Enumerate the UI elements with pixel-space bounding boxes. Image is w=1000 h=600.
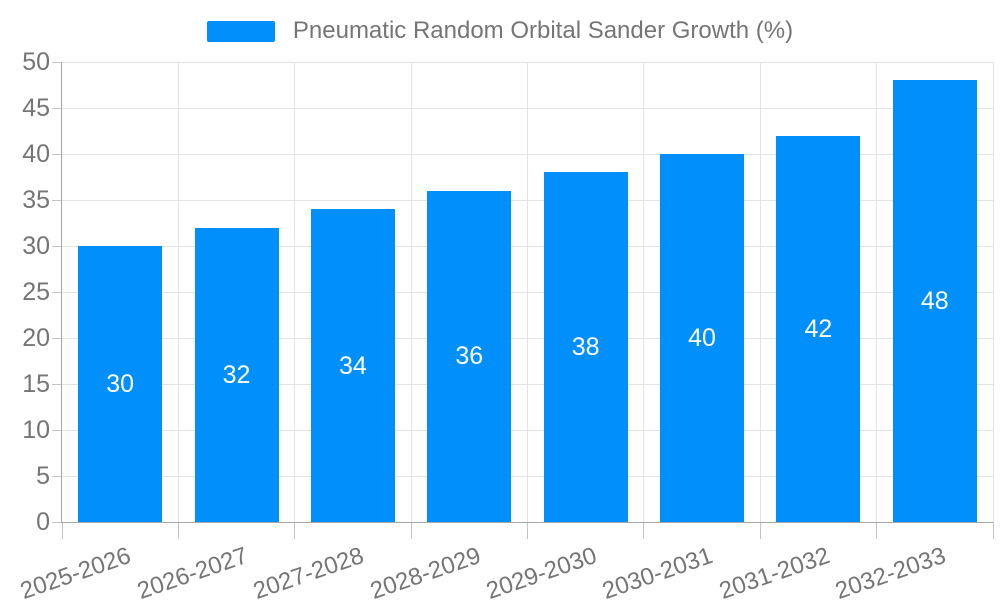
bar-value-label: 48 — [920, 287, 949, 316]
y-tick-label: 0 — [36, 508, 50, 536]
y-tick-label: 20 — [22, 324, 50, 352]
bar-value-label: 32 — [222, 360, 251, 389]
y-tick-label: 35 — [22, 186, 50, 214]
x-tick — [992, 522, 994, 539]
y-tick-label: 10 — [22, 416, 50, 444]
y-tick-label: 5 — [36, 462, 50, 490]
x-gridline — [527, 62, 528, 522]
y-tick-label: 45 — [22, 94, 50, 122]
y-tick — [52, 383, 62, 385]
bar — [427, 190, 512, 522]
x-tick — [643, 522, 645, 539]
bar-value-label: 34 — [339, 351, 367, 380]
x-tick — [527, 522, 528, 539]
bar — [310, 209, 395, 522]
x-gridline — [410, 62, 412, 522]
y-tick — [52, 521, 62, 523]
x-gridline — [876, 62, 878, 522]
y-axis-line — [61, 62, 62, 522]
x-tick — [876, 522, 878, 539]
y-tick-label: 50 — [22, 48, 50, 76]
bar-value-label: 38 — [571, 333, 600, 362]
x-tick-label: 2029-2030 — [482, 542, 601, 600]
x-axis-line — [61, 522, 993, 523]
y-tick-label: 40 — [22, 140, 50, 168]
x-tick — [410, 522, 412, 539]
x-tick-label: 2032-2033 — [831, 542, 950, 600]
y-tick — [52, 245, 62, 247]
y-tick — [52, 429, 62, 431]
bar — [892, 80, 977, 522]
y-tick — [52, 61, 62, 63]
x-tick-label: 2031-2032 — [715, 542, 833, 600]
legend-label: Pneumatic Random Orbital Sander Growth (… — [292, 17, 794, 44]
x-tick-label: 2025-2026 — [17, 542, 135, 600]
x-tick-label: 2030-2031 — [599, 542, 717, 600]
bar — [776, 135, 861, 522]
x-tick — [61, 522, 63, 539]
y-tick — [52, 153, 62, 155]
y-tick — [52, 475, 62, 477]
x-tick — [177, 522, 179, 539]
bar — [78, 246, 163, 522]
bar — [660, 154, 745, 522]
x-tick-label: 2028-2029 — [366, 542, 484, 600]
y-tick — [52, 291, 62, 293]
x-gridline — [643, 62, 645, 522]
legend-item[interactable]: Pneumatic Random Orbital Sander Growth (… — [0, 16, 1000, 46]
x-tick-label: 2026-2027 — [133, 542, 252, 600]
x-tick — [759, 522, 761, 539]
y-tick-label: 30 — [22, 232, 50, 260]
legend-swatch — [206, 20, 275, 42]
x-tick-label: 2027-2028 — [250, 542, 368, 600]
x-gridline — [294, 62, 296, 522]
y-tick-label: 25 — [22, 278, 50, 306]
x-gridline — [992, 62, 994, 522]
bar-value-label: 36 — [455, 342, 484, 371]
bar-value-label: 40 — [688, 324, 716, 352]
bar — [543, 172, 628, 522]
bar-value-label: 42 — [804, 314, 833, 343]
y-tick-label: 15 — [22, 370, 50, 398]
x-tick — [294, 522, 296, 539]
y-tick — [52, 337, 62, 339]
x-gridline — [177, 62, 179, 522]
y-tick — [52, 107, 62, 109]
bar-value-label: 30 — [106, 370, 135, 398]
x-gridline — [759, 62, 761, 522]
y-tick — [52, 199, 62, 201]
bar — [194, 227, 279, 522]
